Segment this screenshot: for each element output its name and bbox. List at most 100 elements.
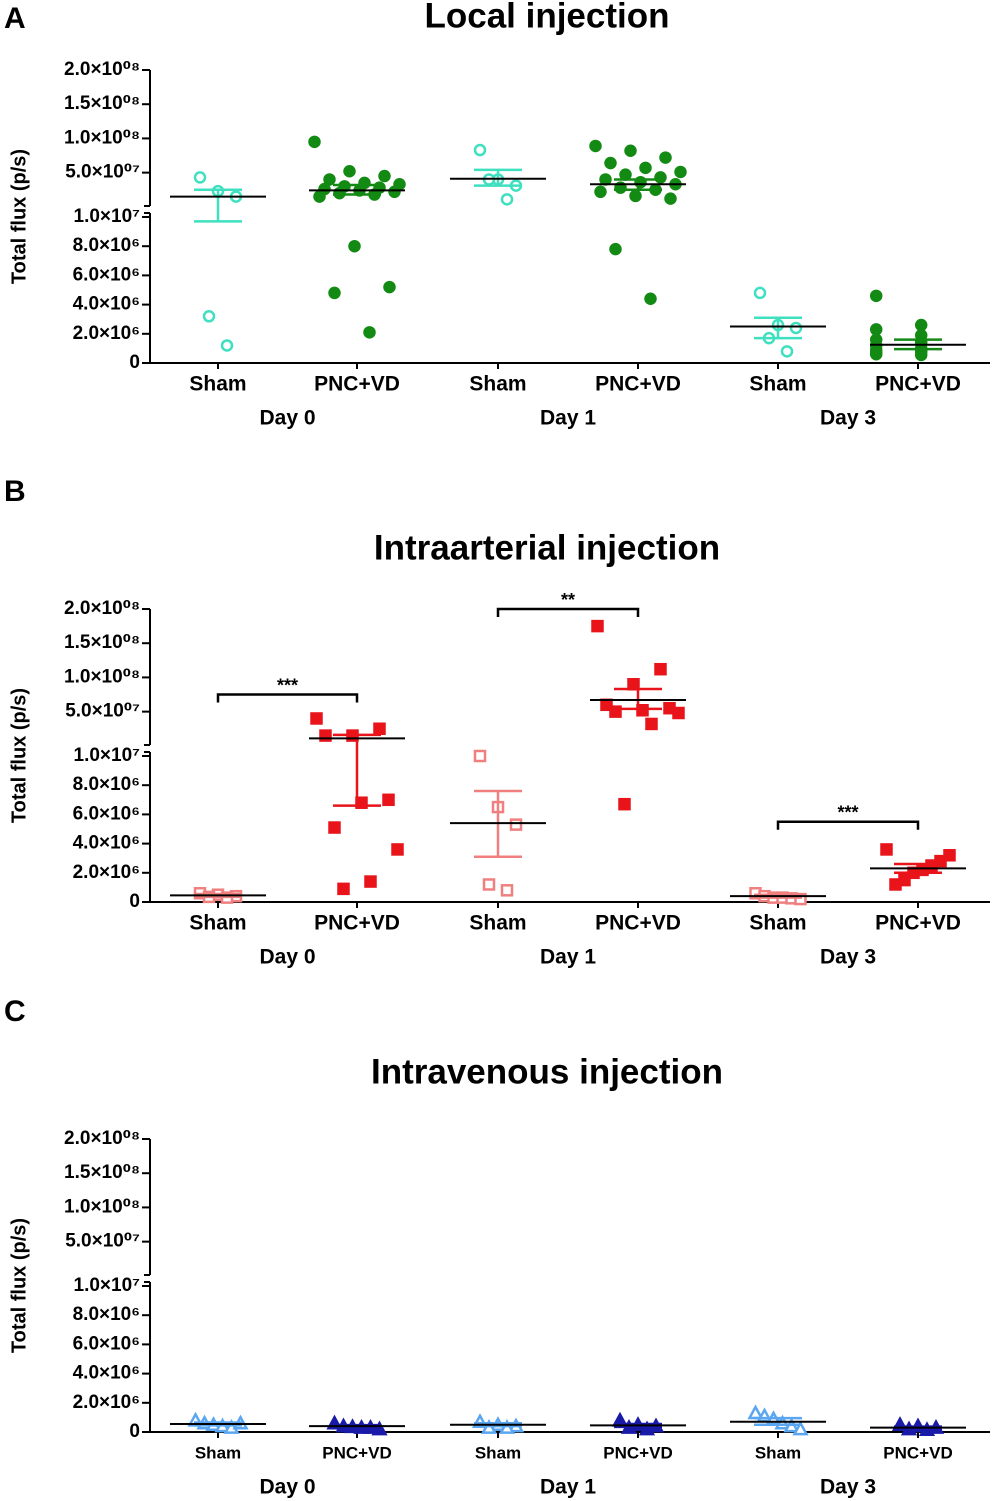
day-label: Day 3	[820, 407, 876, 430]
x-tick-label: Sham	[469, 373, 526, 396]
data-point	[220, 339, 234, 352]
data-point	[869, 323, 883, 336]
x-tick-label: Sham	[749, 912, 806, 935]
data-point	[659, 151, 672, 164]
y-tick-label: 1.0×10⁷	[74, 1275, 141, 1296]
data-point	[363, 326, 376, 339]
data-point	[337, 882, 350, 896]
panel: B Intraarterial injection Total flux (p/s)…	[4, 475, 990, 969]
data-point	[644, 292, 657, 306]
y-tick-label: 6.0×10⁶	[73, 803, 140, 824]
y-tick-label: 2.0×10⁰⁸	[64, 598, 140, 619]
x-tick-label: Sham	[749, 373, 806, 396]
significance-label: **	[561, 590, 575, 610]
panel-letter: C	[4, 995, 26, 1028]
panel: A Local injection Total flux (p/s) 0 2.0×10⁶…	[4, 0, 990, 430]
x-tick-label: PNC+VD	[875, 373, 961, 396]
data-point	[383, 280, 396, 294]
y-tick-label: 1.0×10⁰⁸	[64, 1196, 140, 1217]
data-point	[308, 135, 321, 149]
data-point	[639, 161, 652, 175]
data-point	[364, 875, 377, 888]
chart-title: Intraarterial injection	[374, 528, 720, 567]
x-tick-label: Sham	[189, 912, 246, 935]
y-tick-label: 4.0×10⁶	[73, 1363, 140, 1384]
data-point	[500, 884, 514, 897]
data-point	[789, 321, 803, 335]
data-point	[348, 239, 361, 253]
panel: C Intravenous injection Total flux (p/s) 0 2…	[4, 995, 990, 1499]
significance-label: ***	[837, 802, 858, 822]
data-point	[589, 139, 602, 153]
x-tick-label: PNC+VD	[595, 912, 681, 935]
axis-break	[144, 205, 150, 214]
x-tick-label: PNC+VD	[314, 373, 400, 396]
data-point	[609, 705, 622, 718]
data-point	[645, 717, 658, 731]
data-point	[378, 169, 391, 183]
axis-break	[144, 744, 150, 753]
data-point	[388, 185, 401, 199]
data-point	[591, 619, 604, 633]
data-point	[624, 144, 637, 157]
significance-bracket	[496, 607, 640, 617]
day-label: Day 3	[820, 1476, 876, 1499]
data-point	[619, 168, 632, 181]
y-tick-label: 2.0×10⁶	[73, 323, 140, 344]
data-point	[382, 793, 395, 807]
data-point	[473, 749, 487, 763]
y-tick-label: 5.0×10⁰⁷	[65, 701, 140, 722]
y-tick-label: 4.0×10⁶	[73, 833, 140, 854]
panel-letter: B	[4, 475, 26, 508]
data-point	[889, 878, 902, 891]
data-point	[869, 346, 883, 360]
data-point	[343, 165, 356, 178]
day-label: Day 0	[259, 946, 315, 969]
day-label: Day 0	[259, 407, 315, 430]
data-point	[629, 189, 642, 203]
data-point	[313, 190, 326, 203]
data-point	[202, 310, 216, 323]
error-bar	[474, 168, 522, 187]
data-point	[473, 143, 487, 157]
y-tick-label: 6.0×10⁶	[73, 1333, 140, 1354]
chart-title: Intravenous injection	[371, 1052, 723, 1091]
x-tick-label: PNC+VD	[883, 1443, 952, 1462]
data-point	[328, 821, 341, 834]
y-tick-label: 1.5×10⁰⁸	[64, 93, 140, 114]
data-point	[371, 1420, 388, 1436]
significance-bracket	[216, 693, 359, 703]
data-point	[618, 797, 631, 811]
y-axis-label: Total flux (p/s)	[8, 149, 30, 284]
x-tick-label: Sham	[189, 373, 246, 396]
error-bar	[194, 188, 242, 223]
data-point	[654, 662, 667, 676]
data-point	[880, 843, 893, 856]
significance-label: ***	[277, 675, 298, 695]
y-axis-label: Total flux (p/s)	[8, 688, 30, 823]
data-point	[672, 706, 685, 720]
x-tick-label: Sham	[195, 1443, 241, 1462]
x-tick-label: Sham	[755, 1443, 801, 1462]
x-tick-label: Sham	[475, 1443, 521, 1462]
error-bar	[614, 687, 662, 711]
data-point	[638, 1420, 656, 1436]
data-point	[391, 843, 404, 856]
data-point	[193, 171, 207, 184]
data-point	[500, 193, 514, 206]
error-bar	[754, 316, 802, 340]
error-bar	[333, 733, 381, 807]
data-point	[674, 165, 687, 179]
data-point	[310, 712, 323, 725]
axis-break	[144, 1274, 150, 1283]
y-tick-label: 1.0×10⁷	[74, 745, 141, 766]
y-tick-label: 4.0×10⁶	[73, 294, 140, 315]
x-tick-label: PNC+VD	[595, 373, 681, 396]
data-point	[482, 878, 496, 891]
y-tick-label: 2.0×10⁰⁸	[64, 59, 140, 80]
chart-title: Local injection	[424, 0, 669, 35]
x-tick-label: PNC+VD	[875, 912, 961, 935]
data-point	[914, 318, 928, 332]
y-tick-label: 0	[129, 891, 140, 912]
